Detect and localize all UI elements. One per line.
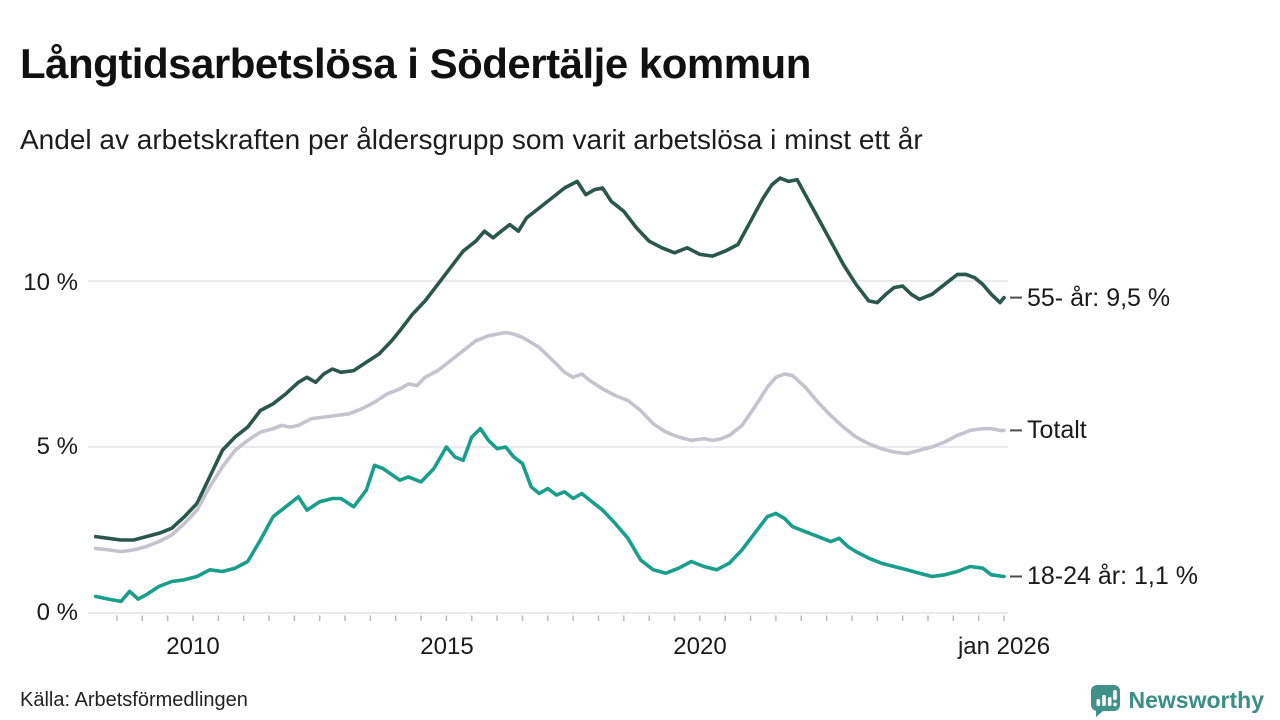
y-axis-tick-label-5: 5 % [36, 433, 78, 460]
chart-subtitle: Andel av arbetskraften per åldersgrupp s… [20, 124, 923, 155]
series-label-18-24: 18-24 år: 1,1 % [1027, 562, 1198, 590]
x-axis-tick-label-jan2026: jan 2026 [957, 633, 1051, 660]
y-axis-tick-label-10: 10 % [23, 269, 78, 296]
series-label-55-plus: 55- år: 9,5 % [1027, 284, 1171, 312]
page-title: Långtidsarbetslösa i Södertälje kommun [20, 40, 811, 88]
series-line-0-55-r [93, 176, 1006, 542]
newsworthy-logo-text: Newsworthy [1128, 687, 1264, 713]
x-axis-tick-label-2010: 2010 [166, 633, 220, 660]
bar-chart-speech-bubble-icon [1090, 685, 1120, 717]
y-axis-tick-label-0: 0 % [36, 599, 78, 626]
series-line-1-Totalt [93, 330, 1006, 554]
newsworthy-logo: Newsworthy [1090, 684, 1264, 717]
series-label-totalt: Totalt [1027, 416, 1087, 444]
series-line-2-18-24-r [93, 426, 1006, 604]
x-axis-tick-label-2015: 2015 [420, 633, 474, 660]
x-axis-tick-label-2020: 2020 [673, 633, 727, 660]
source-note: Källa: Arbetsförmedlingen [20, 689, 248, 711]
